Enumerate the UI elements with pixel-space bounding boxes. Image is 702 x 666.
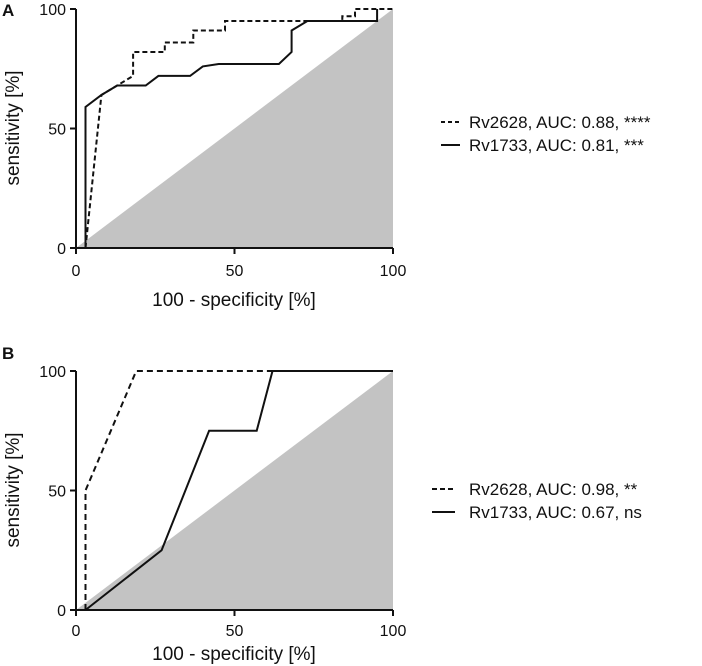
legend-a-rv1733-label: Rv1733, AUC: 0.81, *** (469, 136, 644, 155)
panel-b-reference-area (76, 371, 393, 610)
panel-a-x-tick-label-0: 0 (72, 263, 81, 280)
panel-a-x-tick-label-100: 100 (380, 263, 407, 280)
legend-b-rv1733-label: Rv1733, AUC: 0.67, ns (469, 503, 642, 522)
panel-b: B 0 50 100 0 50 100 100 - specificity [%] sen… (2, 344, 642, 665)
panel-b-legend: Rv2628, AUC: 0.98, ** Rv1733, AUC: 0.67,… (432, 480, 642, 522)
panel-a-y-axis-label: sensitivity [%] (3, 70, 24, 185)
panel-a-legend: Rv2628, AUC: 0.88, **** Rv1733, AUC: 0.8… (441, 113, 651, 155)
panel-a-y-tick-label-100: 100 (39, 2, 66, 19)
panel-b-y-tick-label-50: 50 (48, 484, 66, 501)
panel-b-y-tick-label-0: 0 (57, 603, 66, 620)
panel-b-y-axis-label: sensitivity [%] (3, 432, 24, 547)
panel-b-series-rv2628 (84, 370, 393, 610)
panel-b-label: B (2, 344, 14, 363)
panel-a-y-tick-label-0: 0 (57, 241, 66, 258)
panel-b-x-tick-label-50: 50 (226, 623, 244, 640)
panel-a-label: A (2, 1, 14, 20)
panel-a-series-rv1733 (84, 9, 379, 248)
panel-b-ticks: 0 50 100 0 50 100 (39, 364, 406, 640)
panel-b-x-tick-label-0: 0 (72, 623, 81, 640)
panel-a-x-axis-label: 100 - specificity [%] (152, 290, 316, 311)
panel-a-y-tick-label-50: 50 (48, 122, 66, 139)
panel-a-reference-area (76, 9, 393, 248)
panel-a-ticks: 0 50 100 0 50 100 (39, 2, 406, 280)
panel-a-x-tick-label-50: 50 (226, 263, 244, 280)
legend-b-rv2628-label: Rv2628, AUC: 0.98, ** (469, 480, 638, 499)
panel-b-x-axis-label: 100 - specificity [%] (152, 644, 316, 665)
panel-a: A 0 50 100 0 50 100 100 - specificity [%] sen… (2, 1, 651, 311)
panel-b-x-tick-label-100: 100 (380, 623, 407, 640)
legend-a-rv2628-label: Rv2628, AUC: 0.88, **** (469, 113, 651, 132)
panel-b-y-tick-label-100: 100 (39, 364, 66, 381)
panel-a-series-rv2628 (84, 8, 393, 249)
panel-b-series-rv1733 (84, 370, 393, 611)
